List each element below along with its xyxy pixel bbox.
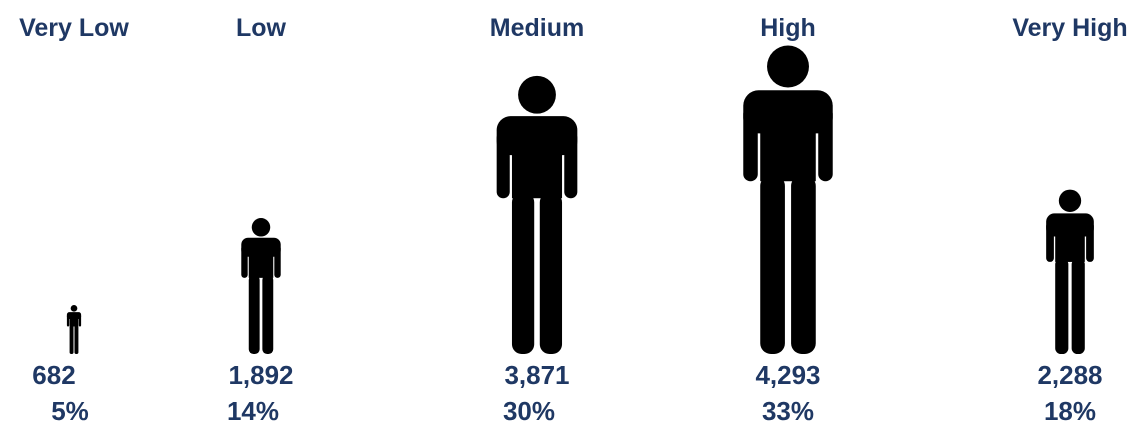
category-label-very-low: Very Low (19, 14, 129, 42)
category-label-low: Low (236, 14, 287, 42)
category-label-medium: Medium (490, 14, 584, 42)
count-label-low: 1,892 (228, 360, 293, 390)
category-label-high: High (760, 14, 816, 42)
person-icon-medium (496, 75, 578, 354)
category-label-very-high: Very High (1012, 14, 1127, 42)
percent-label-high: 33% (762, 396, 814, 426)
percent-label-very-high: 18% (1044, 396, 1096, 426)
count-label-high: 4,293 (755, 360, 820, 390)
count-label-very-low: 682 (32, 360, 75, 390)
percent-label-low: 14% (227, 396, 279, 426)
person-icon-low (241, 218, 281, 354)
percent-label-very-low: 5% (51, 396, 89, 426)
count-label-very-high: 2,288 (1037, 360, 1102, 390)
person-icon-high (743, 45, 833, 354)
percent-label-medium: 30% (503, 396, 555, 426)
person-icon-very-low (66, 304, 82, 354)
person-icon-very-high (1046, 189, 1094, 354)
count-label-medium: 3,871 (504, 360, 569, 390)
